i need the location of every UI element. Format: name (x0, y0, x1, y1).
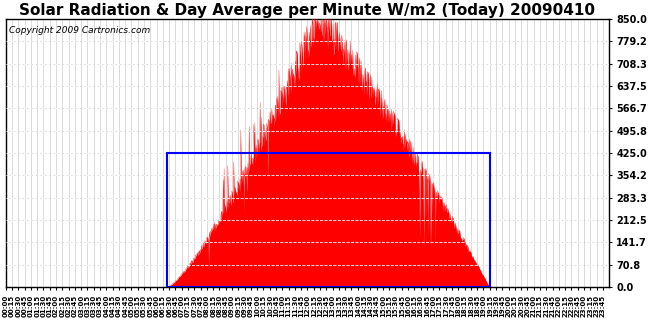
Title: Solar Radiation & Day Average per Minute W/m2 (Today) 20090410: Solar Radiation & Day Average per Minute… (20, 3, 595, 18)
Bar (167, 153, 489, 287)
Text: Copyright 2009 Cartronics.com: Copyright 2009 Cartronics.com (9, 26, 150, 35)
